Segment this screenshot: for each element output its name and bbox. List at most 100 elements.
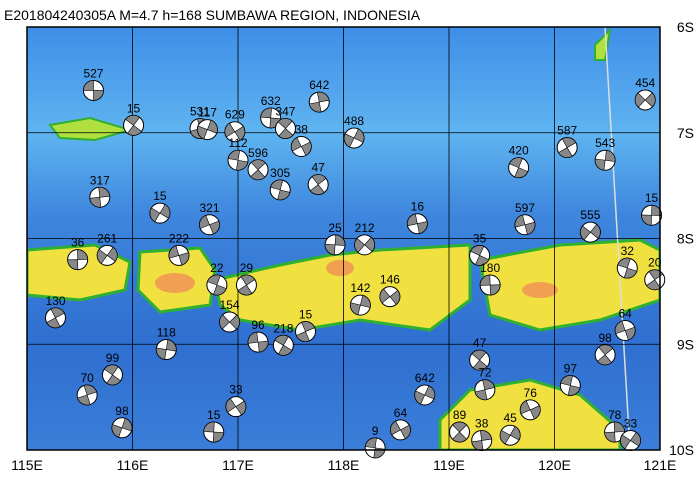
beachball-quadrant (334, 234, 346, 246)
beachball-quadrant (452, 431, 468, 443)
lon-tick-label: 116E (117, 457, 149, 473)
beachball-quadrant (364, 236, 375, 252)
beachball-quadrant (277, 118, 293, 129)
depth-label: 527 (83, 66, 103, 80)
beachball (149, 202, 171, 224)
beachball-quadrant (519, 400, 531, 415)
beachball (508, 157, 530, 179)
depth-label: 32 (621, 244, 635, 258)
beachball (76, 384, 98, 406)
lat-tick-label: 6S (677, 19, 694, 35)
beachball (67, 249, 89, 271)
beachball-quadrant (106, 374, 122, 386)
beachball (406, 213, 428, 235)
depth-label: 47 (312, 161, 326, 175)
beachball-quadrant (197, 125, 208, 140)
beachball-quadrant (360, 295, 371, 308)
beachball-quadrant (343, 133, 355, 148)
beachball-quadrant (560, 375, 573, 386)
beachball-quadrant (311, 174, 327, 185)
depth-label: 347 (275, 105, 295, 119)
beachball-quadrant (416, 221, 428, 234)
beachball-quadrant (651, 204, 662, 216)
beachball-quadrant (354, 237, 366, 253)
depth-label: 154 (220, 298, 240, 312)
depth-label: 72 (478, 366, 492, 380)
depth-label: 97 (564, 361, 578, 375)
beachball-quadrant (350, 302, 361, 316)
beachball-quadrant (509, 157, 523, 169)
beachball-quadrant (489, 284, 501, 296)
beachball-quadrant (213, 284, 227, 296)
beachball-quadrant (558, 147, 573, 158)
beachball-quadrant (580, 225, 591, 241)
beachball-quadrant (50, 307, 65, 319)
beachball-quadrant (227, 150, 241, 161)
beachball-quadrant (93, 90, 104, 101)
beachball (82, 79, 104, 101)
beachball (479, 274, 501, 296)
beachball-quadrant (614, 320, 626, 335)
lon-tick-label: 119E (433, 457, 465, 473)
depth-label: 642 (415, 371, 435, 385)
depth-label: 99 (106, 351, 120, 365)
beachball-quadrant (594, 158, 606, 171)
beachball-quadrant (634, 92, 646, 108)
beachball-quadrant (46, 317, 61, 329)
beachball-quadrant (235, 159, 249, 171)
beachball-quadrant (567, 385, 581, 396)
depth-label: 33 (229, 383, 243, 397)
beachball (616, 257, 638, 279)
depth-label: 180 (480, 261, 500, 275)
depth-label: 420 (509, 144, 529, 158)
beachball-quadrant (479, 274, 491, 286)
depth-label: 15 (645, 191, 659, 205)
beachball-quadrant (240, 274, 256, 286)
beachball-quadrant (159, 204, 171, 219)
beachball-quadrant (470, 245, 485, 256)
beachball-quadrant (237, 284, 253, 296)
beachball-quadrant (300, 141, 312, 156)
beachball-quadrant (620, 434, 631, 450)
lat-tick-label: 9S (677, 336, 694, 352)
beachball-quadrant (641, 214, 652, 226)
beachball-quadrant (561, 137, 577, 148)
beachball (469, 349, 491, 371)
beachball (307, 174, 329, 196)
beachball (349, 294, 371, 316)
beachball-quadrant (156, 347, 167, 360)
beachball (414, 384, 436, 406)
depth-label: 45 (504, 411, 518, 425)
frame (26, 26, 661, 451)
beachball-quadrant (235, 400, 247, 416)
depth-label: 222 (169, 231, 189, 245)
beachball-quadrant (212, 431, 225, 443)
depth-label: 29 (240, 261, 254, 275)
beachball-quadrant (229, 314, 240, 330)
lat-tick-label: 7S (677, 125, 694, 141)
depth-label: 47 (473, 336, 487, 350)
depth-label: 488 (344, 114, 364, 128)
depth-label: 212 (355, 221, 375, 235)
beachball-quadrant (209, 220, 220, 235)
depth-label: 130 (45, 294, 65, 308)
beachball-quadrant (149, 207, 161, 223)
beachball-quadrant (644, 92, 656, 108)
beachball (449, 421, 471, 443)
beachball (260, 107, 282, 129)
beachball (619, 429, 641, 451)
beachball (203, 421, 225, 443)
lon-tick-label: 115E (11, 457, 43, 473)
beachball-quadrant (316, 91, 330, 103)
beachball-quadrant (389, 289, 401, 305)
beachball-quadrant (499, 429, 511, 445)
beachball (379, 286, 401, 308)
beachball (474, 379, 496, 401)
beachball-quadrant (111, 424, 123, 438)
beachball (308, 91, 330, 113)
depth-label: 35 (473, 231, 487, 245)
beachball (295, 321, 317, 343)
depth-label: 64 (394, 406, 408, 420)
beachball-quadrant (390, 420, 401, 436)
beachball-quadrant (96, 249, 108, 264)
